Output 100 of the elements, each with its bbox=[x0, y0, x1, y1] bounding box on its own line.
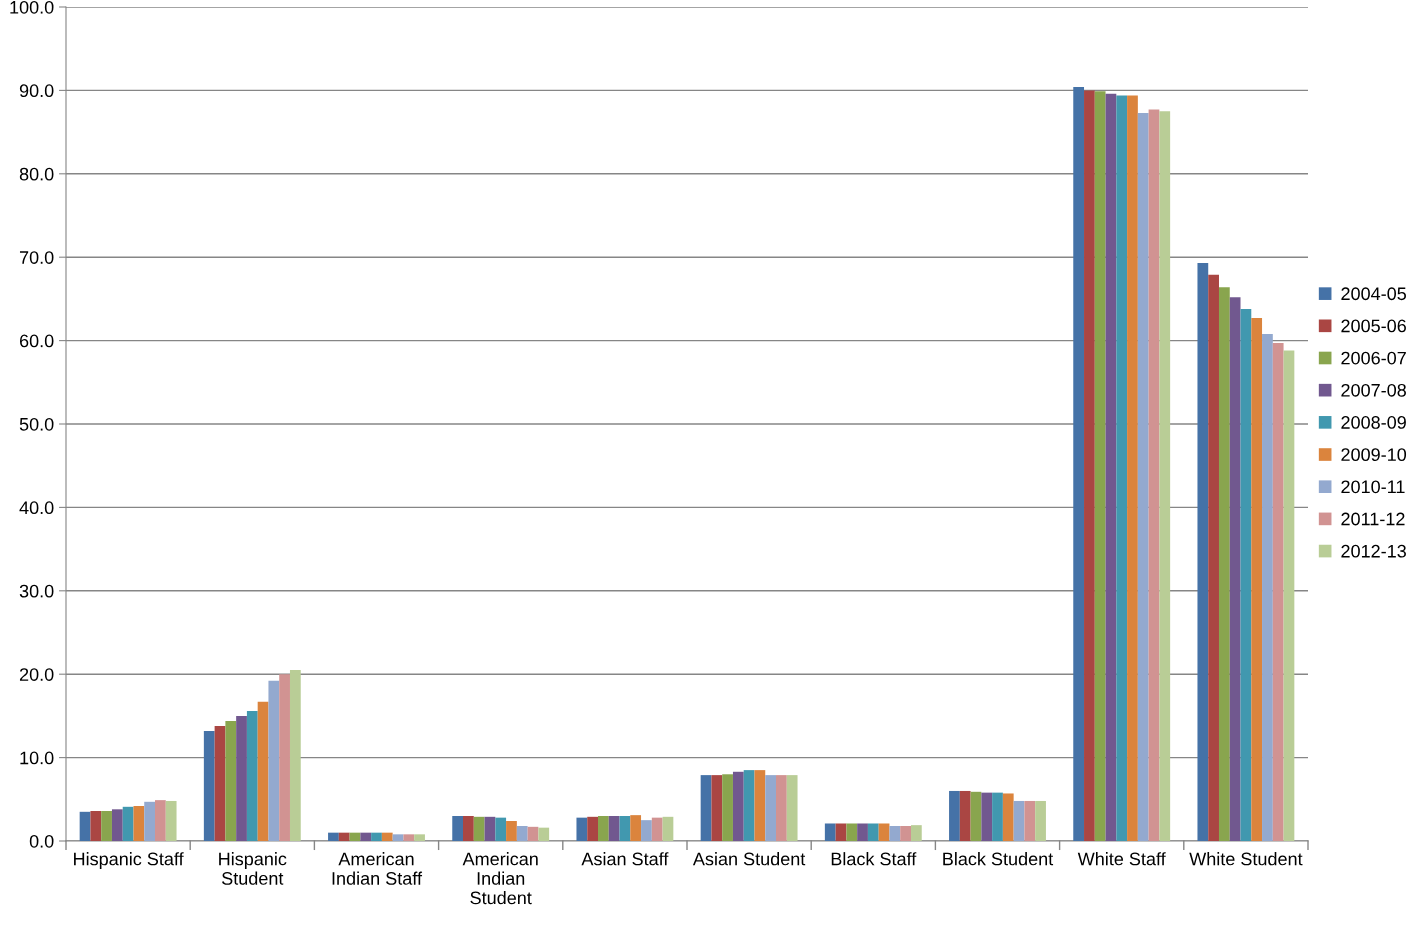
x-tick-label: American Indian Staff bbox=[332, 852, 423, 885]
bar bbox=[1283, 350, 1295, 841]
bar bbox=[754, 770, 766, 841]
bar bbox=[1159, 111, 1171, 841]
bar bbox=[889, 825, 901, 841]
bar bbox=[371, 832, 382, 841]
bar bbox=[981, 792, 993, 841]
bar bbox=[111, 809, 123, 841]
y-tick-label: 60.0 bbox=[19, 334, 54, 348]
bar bbox=[506, 820, 517, 841]
bar bbox=[1240, 308, 1252, 841]
bar bbox=[949, 790, 960, 841]
bar bbox=[641, 820, 652, 841]
y-tick-label: 90.0 bbox=[19, 84, 54, 98]
bar bbox=[538, 827, 550, 841]
bar bbox=[867, 823, 879, 841]
bar bbox=[452, 815, 464, 841]
bar bbox=[608, 815, 620, 841]
bar bbox=[463, 815, 474, 841]
bar bbox=[1272, 343, 1284, 841]
legend-label: 2007-08 bbox=[1341, 383, 1406, 397]
bar bbox=[279, 674, 290, 841]
bar bbox=[700, 775, 712, 841]
bar bbox=[403, 834, 415, 841]
bar bbox=[90, 810, 102, 841]
bar bbox=[1084, 90, 1095, 841]
bar bbox=[527, 826, 539, 841]
bar bbox=[857, 823, 868, 841]
y-tick-label: 70.0 bbox=[19, 251, 54, 264]
bar bbox=[878, 823, 890, 841]
bar bbox=[1262, 333, 1273, 841]
bar bbox=[155, 800, 166, 841]
bar bbox=[246, 710, 258, 841]
bar bbox=[900, 825, 911, 841]
bar bbox=[1073, 87, 1085, 841]
y-tick-label: 10.0 bbox=[20, 751, 54, 765]
bar bbox=[651, 817, 663, 841]
legend-label: 2004-05 bbox=[1341, 287, 1407, 301]
bar bbox=[1024, 800, 1036, 841]
x-tick-label: White Student bbox=[1189, 852, 1303, 866]
legend-label: 2010-11 bbox=[1341, 480, 1405, 494]
bar bbox=[495, 817, 507, 841]
bar bbox=[846, 823, 858, 841]
bar bbox=[516, 825, 528, 841]
bar bbox=[1208, 274, 1219, 841]
bar bbox=[214, 725, 226, 841]
bar bbox=[597, 815, 609, 841]
bar bbox=[122, 806, 134, 841]
bar bbox=[1229, 297, 1241, 841]
legend-label: 2005-06 bbox=[1341, 319, 1406, 333]
bar bbox=[328, 832, 339, 841]
legend-label: 2011-12 bbox=[1341, 512, 1405, 526]
bar bbox=[732, 771, 744, 841]
bar bbox=[473, 816, 485, 841]
bar bbox=[236, 715, 247, 841]
bar bbox=[165, 800, 177, 841]
bar bbox=[1197, 263, 1209, 841]
bar bbox=[1002, 793, 1014, 841]
y-tick-label: 80.0 bbox=[19, 167, 54, 181]
bar bbox=[289, 670, 301, 841]
bar bbox=[619, 815, 631, 841]
bar bbox=[338, 832, 350, 841]
bar bbox=[1116, 95, 1128, 841]
bar bbox=[1105, 93, 1117, 841]
y-tick-label: 40.0 bbox=[19, 501, 54, 515]
bar bbox=[268, 680, 280, 841]
legend-label: 2009-10 bbox=[1341, 448, 1407, 462]
bar bbox=[711, 775, 723, 841]
bar bbox=[79, 811, 91, 841]
bar bbox=[743, 770, 755, 841]
legend-label: 2008-09 bbox=[1341, 416, 1406, 429]
bar bbox=[1094, 91, 1106, 841]
bar bbox=[630, 815, 642, 841]
bar bbox=[587, 816, 598, 841]
y-tick-label: 0.0 bbox=[29, 834, 54, 848]
bar bbox=[576, 817, 588, 841]
bar bbox=[484, 816, 496, 841]
bar bbox=[1035, 800, 1046, 841]
x-tick-label: White Staff bbox=[1077, 852, 1166, 866]
bar bbox=[959, 790, 971, 841]
legend-label: 2012-13 bbox=[1341, 544, 1406, 558]
bar bbox=[381, 832, 393, 841]
x-tick-label: Black Student bbox=[943, 852, 1054, 866]
bar bbox=[360, 832, 372, 841]
bar bbox=[1218, 287, 1230, 841]
bar bbox=[992, 792, 1003, 841]
y-tick-label: 30.0 bbox=[19, 584, 54, 598]
bar bbox=[910, 825, 922, 841]
bar bbox=[824, 823, 836, 841]
legend-label: 2006-07 bbox=[1341, 351, 1406, 365]
bar bbox=[203, 730, 215, 841]
bar bbox=[1251, 318, 1263, 841]
bar bbox=[392, 834, 404, 841]
bar bbox=[144, 801, 156, 841]
bar bbox=[722, 774, 733, 841]
bar bbox=[414, 834, 425, 841]
bar bbox=[1013, 800, 1025, 841]
bar bbox=[101, 810, 112, 841]
x-tick-label: Asian Student bbox=[692, 852, 806, 866]
bar bbox=[786, 775, 798, 841]
